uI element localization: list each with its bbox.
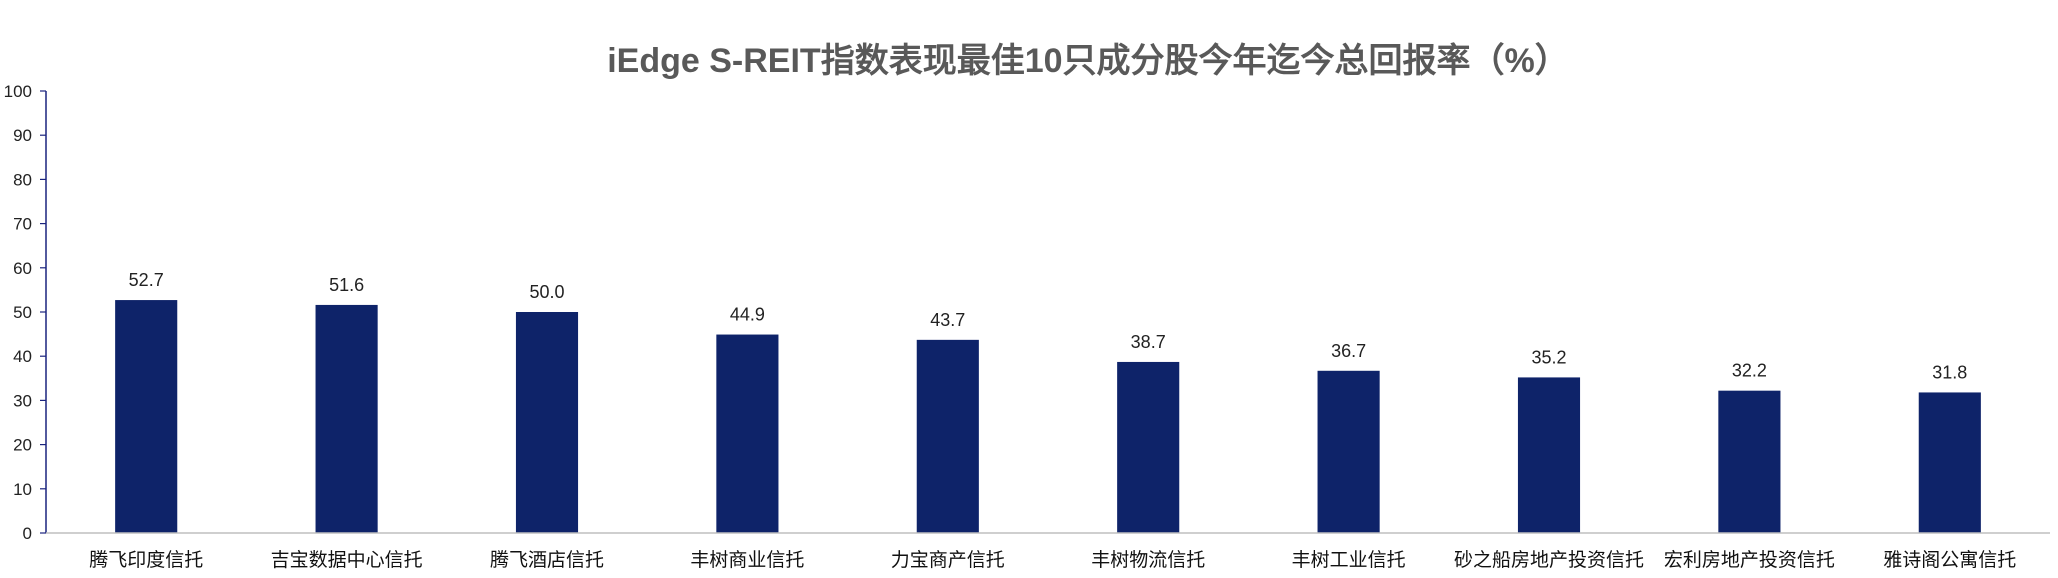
bar-7 bbox=[1317, 370, 1380, 533]
y-tick-label: 90 bbox=[13, 126, 32, 145]
bar-6 bbox=[1117, 361, 1180, 533]
y-tick-label: 30 bbox=[13, 391, 32, 410]
category-label: 丰树商业信托 bbox=[690, 549, 804, 571]
bar-5 bbox=[916, 339, 979, 533]
data-label: 32.2 bbox=[1732, 361, 1767, 381]
chart-title: iEdge S-REIT指数表现最佳10只成分股今年迄今总回报率（%） bbox=[607, 41, 1569, 80]
data-label: 43.7 bbox=[930, 310, 965, 330]
bars bbox=[115, 300, 1981, 533]
y-tick-label: 80 bbox=[13, 170, 32, 189]
y-tick-label: 10 bbox=[13, 480, 32, 499]
data-label: 44.9 bbox=[730, 305, 765, 325]
data-label: 38.7 bbox=[1131, 332, 1166, 352]
bar-10 bbox=[1918, 392, 1981, 533]
category-label: 砂之船房地产投资信托 bbox=[1454, 549, 1644, 571]
category-label: 吉宝数据中心信托 bbox=[271, 549, 423, 571]
category-label: 腾飞酒店信托 bbox=[490, 549, 604, 571]
y-axis: 0 10 20 30 40 50 60 70 80 90 100 bbox=[4, 82, 47, 543]
category-label: 腾飞印度信托 bbox=[89, 549, 203, 571]
data-label: 52.7 bbox=[129, 270, 164, 290]
category-label: 丰树工业信托 bbox=[1292, 549, 1406, 571]
bar-1 bbox=[115, 300, 178, 533]
y-tick-label: 60 bbox=[13, 259, 32, 278]
x-axis: 腾飞印度信托 吉宝数据中心信托 腾飞酒店信托 丰树商业信托 力宝商产信托 丰树物流信托 丰树… bbox=[46, 532, 2050, 571]
y-tick-label: 40 bbox=[13, 347, 32, 366]
bar-4 bbox=[716, 334, 779, 533]
category-label: 雅诗阁公寓信托 bbox=[1883, 549, 2016, 571]
data-label: 51.6 bbox=[329, 275, 364, 295]
bar-2 bbox=[315, 304, 378, 533]
data-labels: 52.7 51.6 50.0 44.9 43.7 38.7 36.7 35.2 32.2 31.8 bbox=[129, 270, 1968, 382]
category-label: 力宝商产信托 bbox=[891, 549, 1005, 571]
y-tick-label: 100 bbox=[4, 82, 32, 101]
y-tick-label: 70 bbox=[13, 215, 32, 234]
category-label: 丰树物流信托 bbox=[1091, 549, 1205, 571]
y-tick-label: 20 bbox=[13, 436, 32, 455]
y-tick-label: 0 bbox=[23, 524, 32, 543]
data-label: 31.8 bbox=[1932, 362, 1967, 382]
bar-8 bbox=[1517, 377, 1581, 533]
data-label: 50.0 bbox=[529, 282, 564, 302]
bar-9 bbox=[1718, 390, 1781, 533]
category-label: 宏利房地产投资信托 bbox=[1664, 549, 1835, 571]
data-label: 36.7 bbox=[1331, 341, 1366, 361]
y-tick-label: 50 bbox=[13, 303, 32, 322]
data-label: 35.2 bbox=[1531, 347, 1566, 367]
bar-3 bbox=[515, 312, 579, 533]
